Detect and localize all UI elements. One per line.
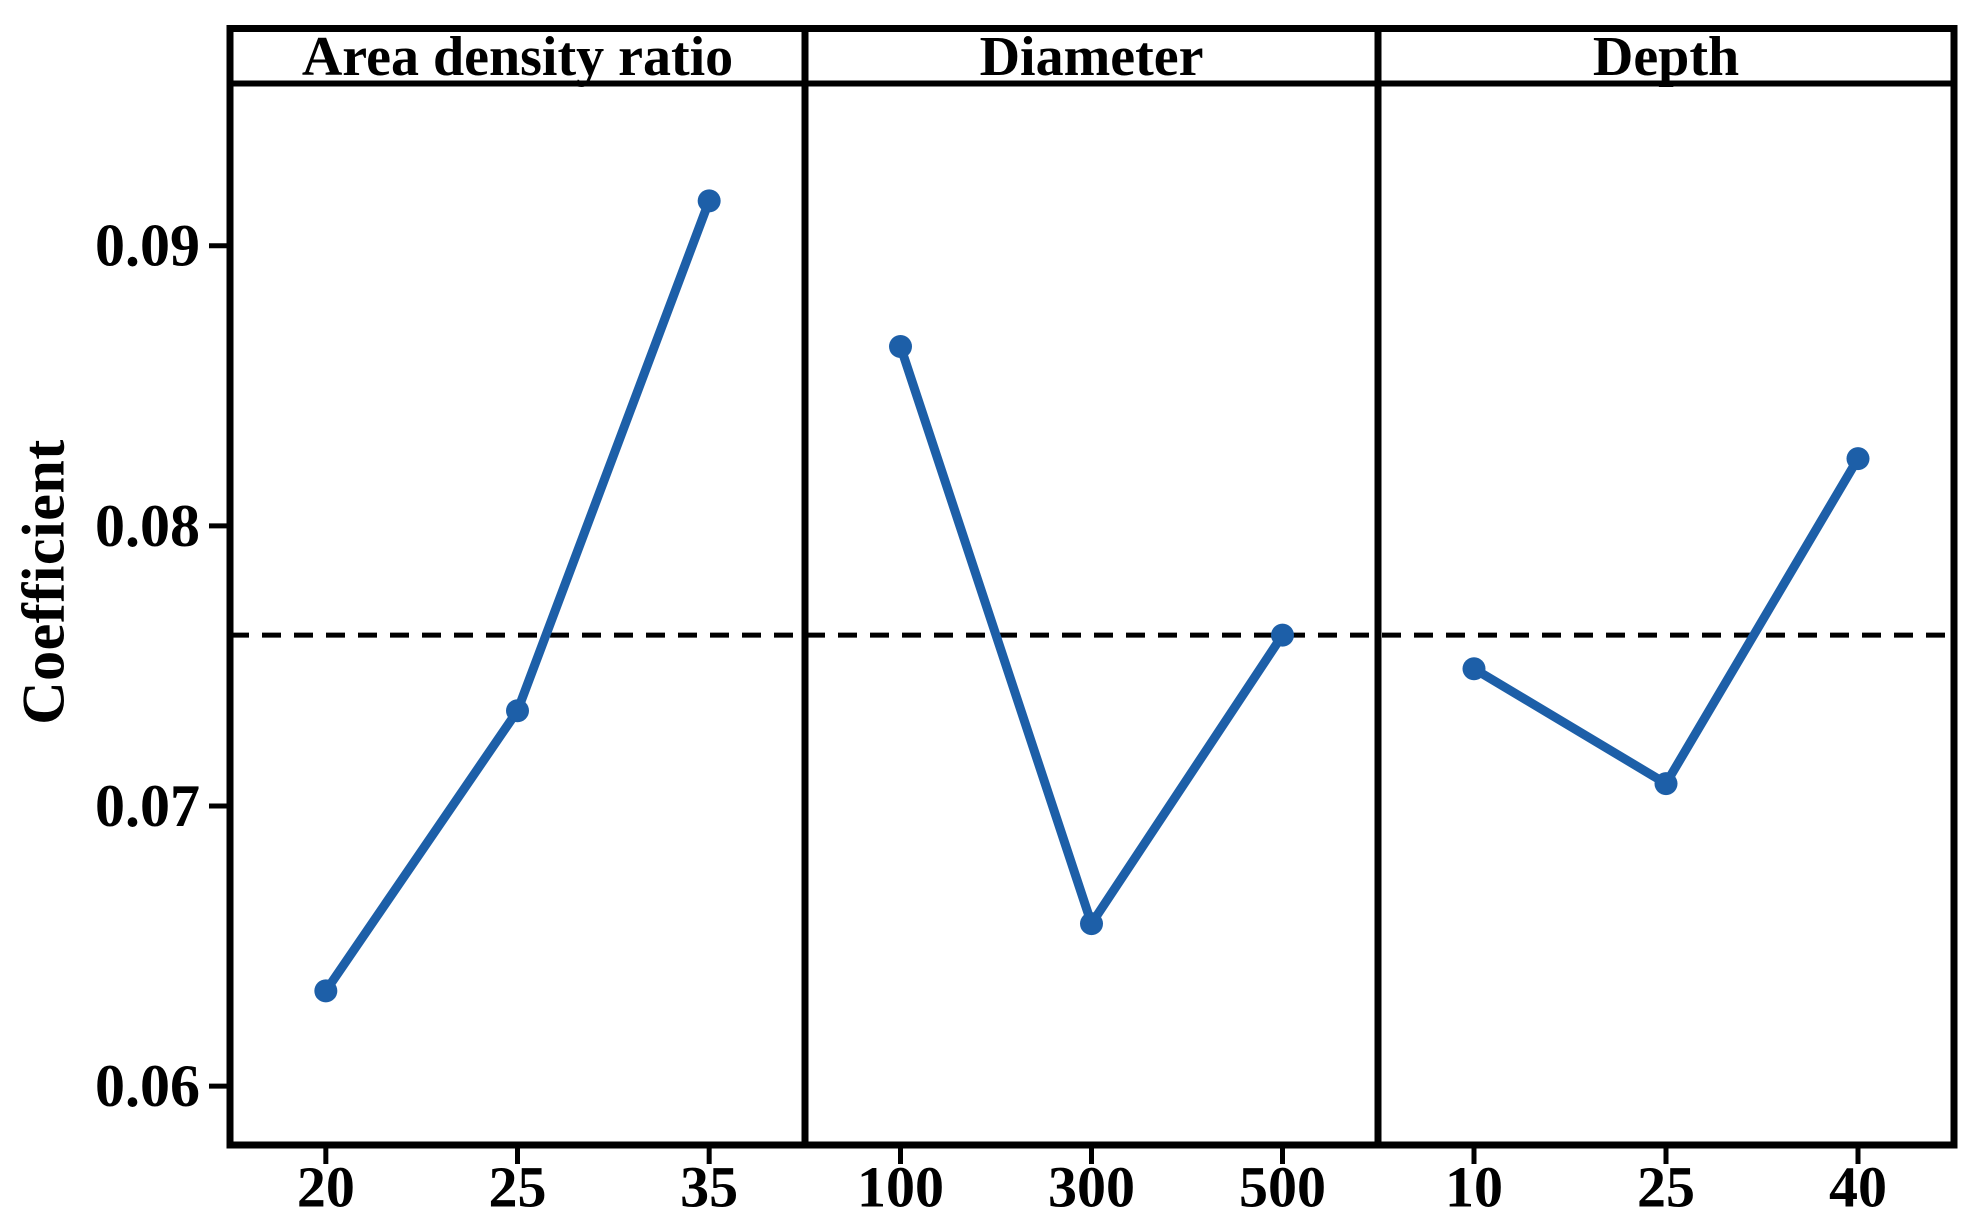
data-point-marker [1271,623,1294,647]
y-tick-label: 0.06 [95,1053,200,1119]
data-point-marker [314,979,338,1003]
x-tick-label: 500 [1239,1155,1326,1220]
x-tick-label: 35 [680,1155,738,1220]
panel-header: Diameter [980,26,1204,88]
data-point-marker [889,335,912,359]
data-point-marker [1462,657,1486,681]
y-tick-label: 0.07 [95,773,200,839]
y-tick-label: 0.09 [95,213,200,279]
data-point-marker [697,189,721,213]
panel-header: Area density ratio [302,26,733,88]
series-line [1471,456,1862,790]
data-point-marker [1846,447,1870,471]
plot-frame [226,25,1958,1149]
x-tick-label: 40 [1829,1155,1887,1220]
series-line [322,199,714,994]
x-tick-label: 25 [1637,1155,1695,1220]
x-tick-label: 100 [857,1155,944,1220]
x-tick-label: 20 [297,1155,355,1220]
data-point-marker [1654,772,1678,796]
data-point-marker [1080,912,1103,936]
x-tick-label: 10 [1445,1155,1503,1220]
x-tick-label: 25 [489,1155,547,1220]
y-tick-label: 0.08 [95,493,200,559]
panel-header: Depth [1593,26,1739,88]
x-tick-label: 300 [1048,1155,1135,1220]
data-point-marker [506,699,529,723]
